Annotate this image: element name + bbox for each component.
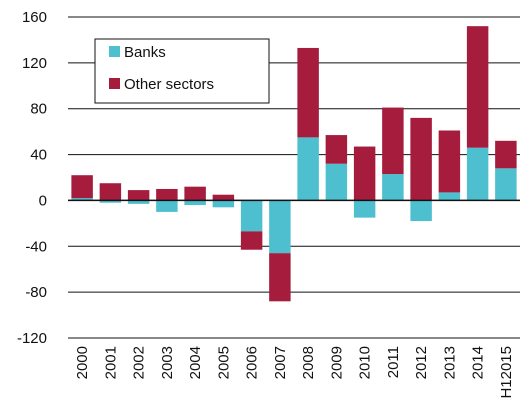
bar-banks-2007 [269,200,291,254]
bar-other-sectors-2004 [184,186,206,201]
bar-other-sectors-2000 [71,175,93,199]
bar-banks-h12015 [495,168,517,201]
y-axis-tick-labels: 160 120 80 40 0 -40 -80 -120 [17,9,47,347]
bar-other-sectors-2008 [297,47,319,138]
x-tick-label: 2010 [357,346,374,379]
bar-banks-2005 [212,200,235,208]
x-axis-tick-labels: 2000 2001 2002 2003 2004 2005 2006 2007 2008 2009… [74,346,515,399]
x-tick-label: 2002 [131,346,148,379]
x-tick-label: 2011 [385,346,402,378]
y-tick-label: 80 [30,101,47,118]
legend-box [94,38,270,104]
x-tick-label: 2003 [159,346,176,379]
bar-other-sectors-2007 [269,253,291,302]
bar-banks-2003 [156,200,178,212]
bar-banks-2004 [184,200,206,206]
bar-other-sectors-2013 [438,130,461,193]
bar-other-sectors-2002 [127,190,150,201]
bar-banks-2008 [297,137,319,201]
x-tick-label: 2007 [272,346,289,379]
bar-other-sectors-2009 [325,135,348,164]
legend: Banks Other sectors [94,38,270,104]
bar-other-sectors-2011 [382,107,404,175]
bar-other-sectors-2012 [410,117,432,201]
x-tick-label: 2000 [74,346,91,379]
bar-other-sectors-2006 [240,231,263,250]
bar-banks-2014 [466,147,489,201]
bar-banks-2006 [240,200,263,232]
x-tick-label: 2001 [102,346,119,379]
bar-other-sectors-2003 [156,188,178,201]
legend-swatch-other-sectors [109,78,120,89]
x-tick-label: 2013 [441,346,458,379]
bar-banks-2010 [353,200,376,218]
x-tick-label: 2012 [413,346,430,379]
bar-banks-2009 [325,163,348,201]
y-tick-label: -80 [25,284,47,301]
y-tick-label: 120 [22,55,47,72]
y-tick-label: 160 [22,9,47,26]
bars [71,26,517,302]
x-tick-label: 2005 [215,346,232,379]
bar-banks-2001 [99,200,122,203]
bar-banks-2002 [127,200,150,204]
legend-swatch-banks [109,46,120,57]
bar-other-sectors-h12015 [495,140,517,169]
bar-other-sectors-2014 [466,26,489,148]
legend-label-banks: Banks [124,44,166,61]
y-tick-label: 0 [39,192,47,209]
bar-banks-2000 [71,198,93,201]
x-tick-label: 2014 [470,346,487,379]
x-tick-label: H12015 [498,346,515,399]
bar-other-sectors-2005 [212,194,235,201]
bar-banks-2011 [382,174,404,201]
y-tick-label: -40 [25,238,47,255]
y-tick-label: 40 [30,147,47,164]
x-tick-label: 2006 [244,346,261,379]
x-tick-label: 2008 [300,346,317,379]
bar-other-sectors-2010 [353,146,376,201]
y-tick-label: -120 [17,330,47,347]
x-tick-label: 2004 [187,346,204,379]
bar-other-sectors-2001 [99,183,122,201]
legend-label-other-sectors: Other sectors [124,76,214,93]
bar-banks-2012 [410,200,432,222]
x-tick-label: 2009 [328,346,345,379]
bar-banks-2013 [438,192,461,201]
